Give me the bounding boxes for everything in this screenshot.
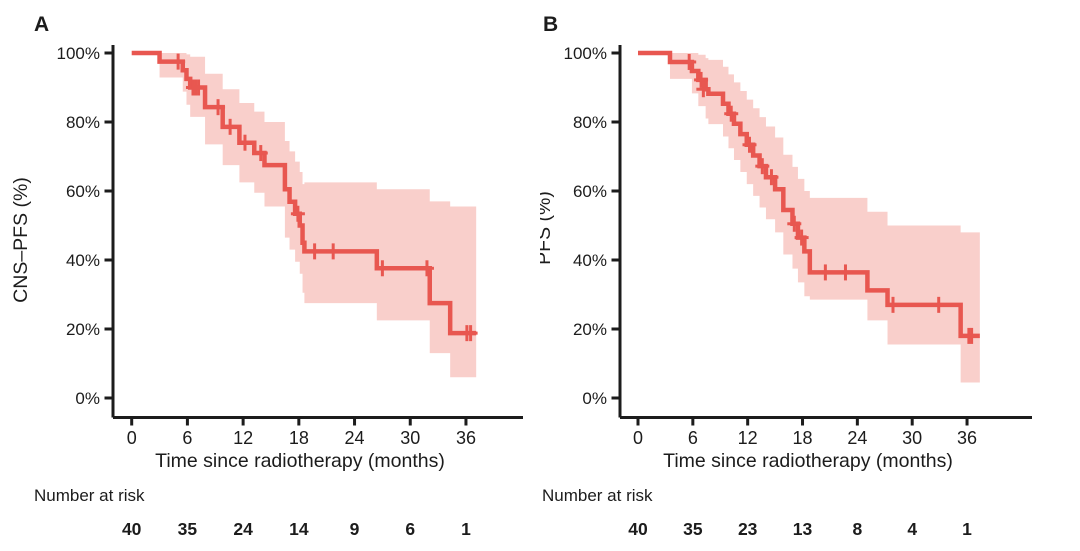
censor-marks: [171, 53, 478, 342]
number-at-risk-count: 40: [628, 519, 648, 539]
x-tick-label: 24: [345, 428, 365, 448]
number-at-risk-count: 9: [350, 519, 360, 539]
confidence-band: [669, 53, 980, 383]
number-at-risk-header: Number at risk: [542, 486, 653, 505]
y-tick-label: 80%: [66, 113, 100, 132]
y-tick-label: 20%: [573, 320, 607, 339]
number-at-risk-count: 1: [962, 519, 972, 539]
number-at-risk-header: Number at risk: [34, 486, 145, 505]
x-tick-label: 24: [847, 428, 867, 448]
panel-label: A: [34, 13, 49, 36]
number-at-risk-count: 13: [793, 519, 813, 539]
number-at-risk-count: 40: [122, 519, 142, 539]
y-tick-label: 80%: [573, 113, 607, 132]
number-at-risk-count: 1: [461, 519, 471, 539]
x-tick-label: 18: [793, 428, 813, 448]
x-tick-label: 0: [127, 428, 137, 448]
y-tick-label: 100%: [57, 44, 100, 63]
censor-marks: [682, 53, 979, 344]
y-tick-label: 100%: [564, 44, 607, 63]
number-at-risk-count: 6: [405, 519, 415, 539]
y-tick-label: 20%: [66, 320, 100, 339]
y-axis-title: PFS (%): [540, 191, 555, 265]
number-at-risk-count: 24: [233, 519, 253, 539]
number-at-risk-count: 14: [289, 519, 309, 539]
x-axis-title: Time since radiotherapy (months): [663, 450, 953, 472]
y-tick-label: 40%: [66, 251, 100, 270]
number-at-risk-count: 35: [683, 519, 703, 539]
x-tick-label: 18: [289, 428, 309, 448]
axes: [611, 45, 1032, 426]
number-at-risk-count: 35: [178, 519, 198, 539]
x-axis-title: Time since radiotherapy (months): [155, 450, 445, 472]
km-panel-cns-pfs: 0% 20% 40% 60% 80% 100% 0 6 12 18 24 30 36 Time since…: [10, 13, 523, 539]
x-tick-label: 12: [233, 428, 253, 448]
number-at-risk-count: 4: [907, 519, 917, 539]
x-tick-label: 36: [957, 428, 977, 448]
x-tick-label: 30: [400, 428, 420, 448]
y-tick-label: 60%: [573, 182, 607, 201]
km-survival-curve: [131, 50, 477, 336]
y-axis-title: CNS–PFS (%): [10, 177, 32, 303]
x-tick-label: 6: [182, 428, 192, 448]
y-tick-label: 60%: [66, 182, 100, 201]
x-tick-label: 12: [738, 428, 758, 448]
y-tick-label: 0%: [75, 389, 100, 408]
number-at-risk-count: 8: [852, 519, 862, 539]
x-tick-label: 0: [633, 428, 643, 448]
x-tick-label: 36: [456, 428, 476, 448]
x-tick-label: 30: [902, 428, 922, 448]
axes: [104, 45, 523, 426]
x-tick-label: 6: [688, 428, 698, 448]
y-tick-label: 40%: [573, 251, 607, 270]
number-at-risk-count: 23: [738, 519, 758, 539]
panel-label: B: [543, 13, 558, 36]
km-survival-curve: [638, 50, 980, 339]
y-tick-label: 0%: [582, 389, 607, 408]
